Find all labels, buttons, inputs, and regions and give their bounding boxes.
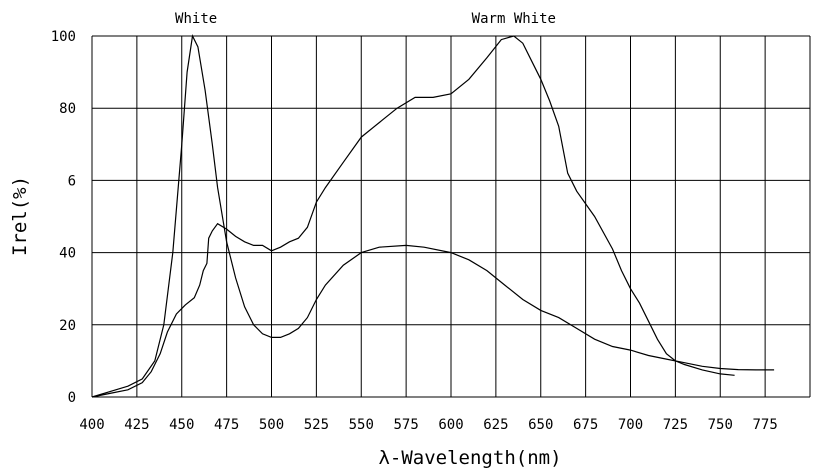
y-tick-labels: 0 20 40 6 80 100 (51, 29, 76, 406)
y-tick-label: 0 (68, 390, 76, 406)
x-tick-label: 575 (393, 417, 418, 433)
x-tick-label: 450 (169, 417, 194, 433)
series-labels: White Warm White (175, 11, 556, 27)
y-tick-label: 100 (51, 29, 76, 45)
y-tick-label: 80 (59, 101, 76, 117)
x-tick-label: 750 (708, 417, 733, 433)
y-tick-label: 40 (59, 246, 76, 262)
y-tick-label: 20 (59, 318, 76, 334)
x-tick-label: 625 (483, 417, 508, 433)
x-tick-label: 650 (528, 417, 553, 433)
x-tick-labels: 400 425 450 475 500 525 550 575 600 625 650 675 700 7… (79, 417, 777, 433)
x-tick-label: 475 (214, 417, 239, 433)
series-label: Warm White (472, 11, 556, 27)
x-tick-label: 600 (438, 417, 463, 433)
x-tick-label: 775 (752, 417, 777, 433)
x-tick-label: 675 (573, 417, 598, 433)
series-lines (91, 34, 775, 398)
x-tick-label: 425 (124, 417, 149, 433)
x-tick-label: 500 (259, 417, 284, 433)
x-tick-label: 725 (663, 417, 688, 433)
grid (91, 35, 811, 398)
x-tick-label: 400 (79, 417, 104, 433)
series-label: White (175, 11, 217, 27)
x-tick-label: 700 (618, 417, 643, 433)
series-line-warm-white (91, 35, 735, 398)
x-axis-title: λ-Wavelength(nm) (378, 447, 561, 469)
series-line-white (91, 34, 775, 398)
y-tick-label: 6 (68, 173, 76, 189)
x-tick-label: 525 (304, 417, 329, 433)
y-axis-title: Irel(%) (9, 176, 31, 256)
x-tick-label: 550 (349, 417, 374, 433)
